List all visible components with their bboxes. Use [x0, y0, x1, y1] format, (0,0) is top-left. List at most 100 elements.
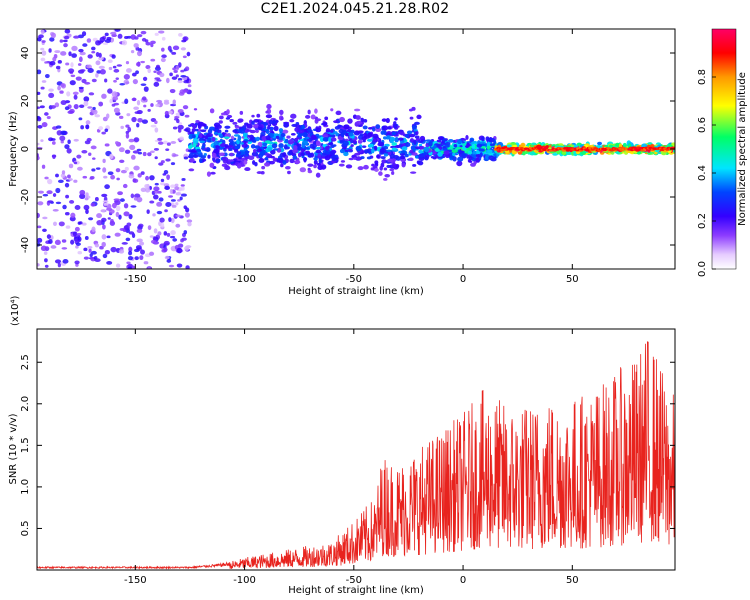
- spectrogram-cell: [98, 126, 104, 131]
- spectrogram-cell: [124, 149, 131, 154]
- spectrogram-cell: [425, 143, 430, 148]
- spectrogram-cell: [147, 152, 152, 157]
- spectrogram-cell: [202, 123, 207, 127]
- spectrogram-cell: [284, 146, 291, 150]
- y-tick-label: -20: [20, 189, 31, 205]
- spectrogram-cell: [115, 205, 121, 212]
- spectrogram-cell: [130, 34, 136, 40]
- spectrogram-cell: [322, 137, 329, 142]
- spectrogram-cell: [278, 128, 284, 133]
- spectrogram-cell: [301, 142, 306, 149]
- spectrogram-cell: [347, 148, 353, 152]
- spectrogram-cell: [288, 139, 294, 145]
- spectrogram-cell: [352, 139, 358, 145]
- spectrogram-cell: [135, 70, 139, 75]
- y-tick-label: 2.5: [20, 354, 31, 370]
- spectrogram-cell: [109, 153, 114, 159]
- spectrogram-cell: [189, 157, 195, 163]
- colorbar-tick-label: 0.6: [697, 117, 708, 133]
- spectrogram-cell: [163, 101, 170, 105]
- spectrogram-cell: [159, 217, 165, 223]
- spectrogram-cell: [315, 149, 322, 154]
- colorbar-gradient: [711, 28, 737, 270]
- spectrogram-cell: [340, 160, 346, 163]
- spectrogram-cell: [172, 45, 180, 51]
- spectrogram-cell: [85, 208, 89, 215]
- spectrogram-cell: [50, 105, 56, 109]
- spectrogram-cell: [529, 151, 536, 156]
- spectrogram-cell: [78, 86, 84, 90]
- spectrogram-cell: [423, 146, 430, 153]
- spectrogram-cell: [186, 51, 191, 57]
- snr-scale-label: (x10⁴): [10, 295, 21, 326]
- spectrogram-cell: [283, 122, 289, 128]
- spectrogram-cell: [143, 104, 147, 108]
- spectrogram-cell: [211, 136, 216, 142]
- spectrogram-cell: [174, 183, 179, 187]
- spectrogram-cell: [376, 154, 380, 159]
- spectrogram-cell: [62, 39, 68, 43]
- spectrogram-cell: [418, 149, 423, 154]
- spectrogram-cell: [113, 79, 117, 83]
- spectrogram-cell: [218, 152, 226, 157]
- spectrogram-cell: [150, 58, 156, 62]
- spectrogram-cell: [409, 138, 415, 143]
- spectrogram-cell: [361, 145, 367, 149]
- spectrogram-cell: [106, 113, 110, 119]
- spectrogram-cell: [112, 202, 117, 209]
- spectrogram-cell: [290, 132, 296, 136]
- spectrogram-cell: [345, 164, 353, 169]
- spectrogram-cell: [59, 39, 64, 43]
- spectrogram-cell: [140, 187, 147, 192]
- y-tick-label: -40: [20, 237, 31, 253]
- spectrogram-cell: [481, 136, 485, 142]
- spectrogram-cell: [80, 125, 85, 130]
- spectrogram-cell: [165, 158, 171, 162]
- spectrogram-marks: [37, 29, 675, 269]
- spectrogram-cell: [315, 127, 322, 133]
- spectrogram-cell: [303, 157, 307, 163]
- spectrogram-cell: [317, 153, 321, 159]
- spectrogram-cell: [163, 170, 169, 175]
- spectrogram-cell: [229, 152, 234, 157]
- spectrogram-cell: [334, 125, 340, 130]
- spectrogram-cell: [136, 238, 143, 243]
- spectrogram-cell: [140, 30, 147, 35]
- spectrogram-cell: [124, 166, 129, 171]
- spectrogram-cell: [445, 144, 450, 148]
- spectrogram-cell: [218, 120, 223, 124]
- spectrogram-cell: [531, 142, 537, 146]
- spectrogram-cell: [306, 129, 313, 133]
- spectrogram-cell: [154, 77, 161, 80]
- spectrogram-cell: [95, 40, 102, 46]
- spectrogram-cell: [297, 130, 305, 134]
- spectrogram-cell: [406, 130, 413, 135]
- spectrogram-cell: [132, 150, 140, 154]
- spectrogram-cell: [270, 149, 276, 155]
- spectrogram-cell: [236, 154, 240, 158]
- spectrogram-cell: [95, 167, 101, 170]
- spectrogram-cell: [83, 204, 90, 211]
- spectrogram-cell: [394, 137, 399, 143]
- spectrogram-cell: [178, 122, 183, 126]
- spectrogram-cell: [115, 168, 121, 173]
- spectrogram-cell: [193, 108, 198, 111]
- spectrogram-cell: [384, 143, 390, 147]
- spectrogram-cell: [114, 29, 121, 32]
- spectrogram-cell: [224, 125, 231, 129]
- spectrogram-cell: [372, 138, 376, 143]
- spectrogram-cell: [383, 167, 388, 171]
- spectrogram-cell: [54, 102, 60, 108]
- x-tick-label: -50: [346, 274, 362, 285]
- spectrogram-cell: [324, 145, 330, 151]
- spectrogram-cell: [149, 200, 155, 204]
- spectrogram-cell: [368, 143, 374, 148]
- spectrogram-cell: [218, 133, 223, 137]
- spectrogram-cell: [192, 124, 197, 129]
- spectrogram-cell: [130, 50, 135, 54]
- spectrogram-cell: [177, 80, 183, 84]
- spectrogram-cell: [398, 137, 404, 141]
- spectrogram-cell: [175, 223, 181, 228]
- x-tick-label: 0: [460, 274, 466, 285]
- spectrogram-cell: [213, 132, 219, 135]
